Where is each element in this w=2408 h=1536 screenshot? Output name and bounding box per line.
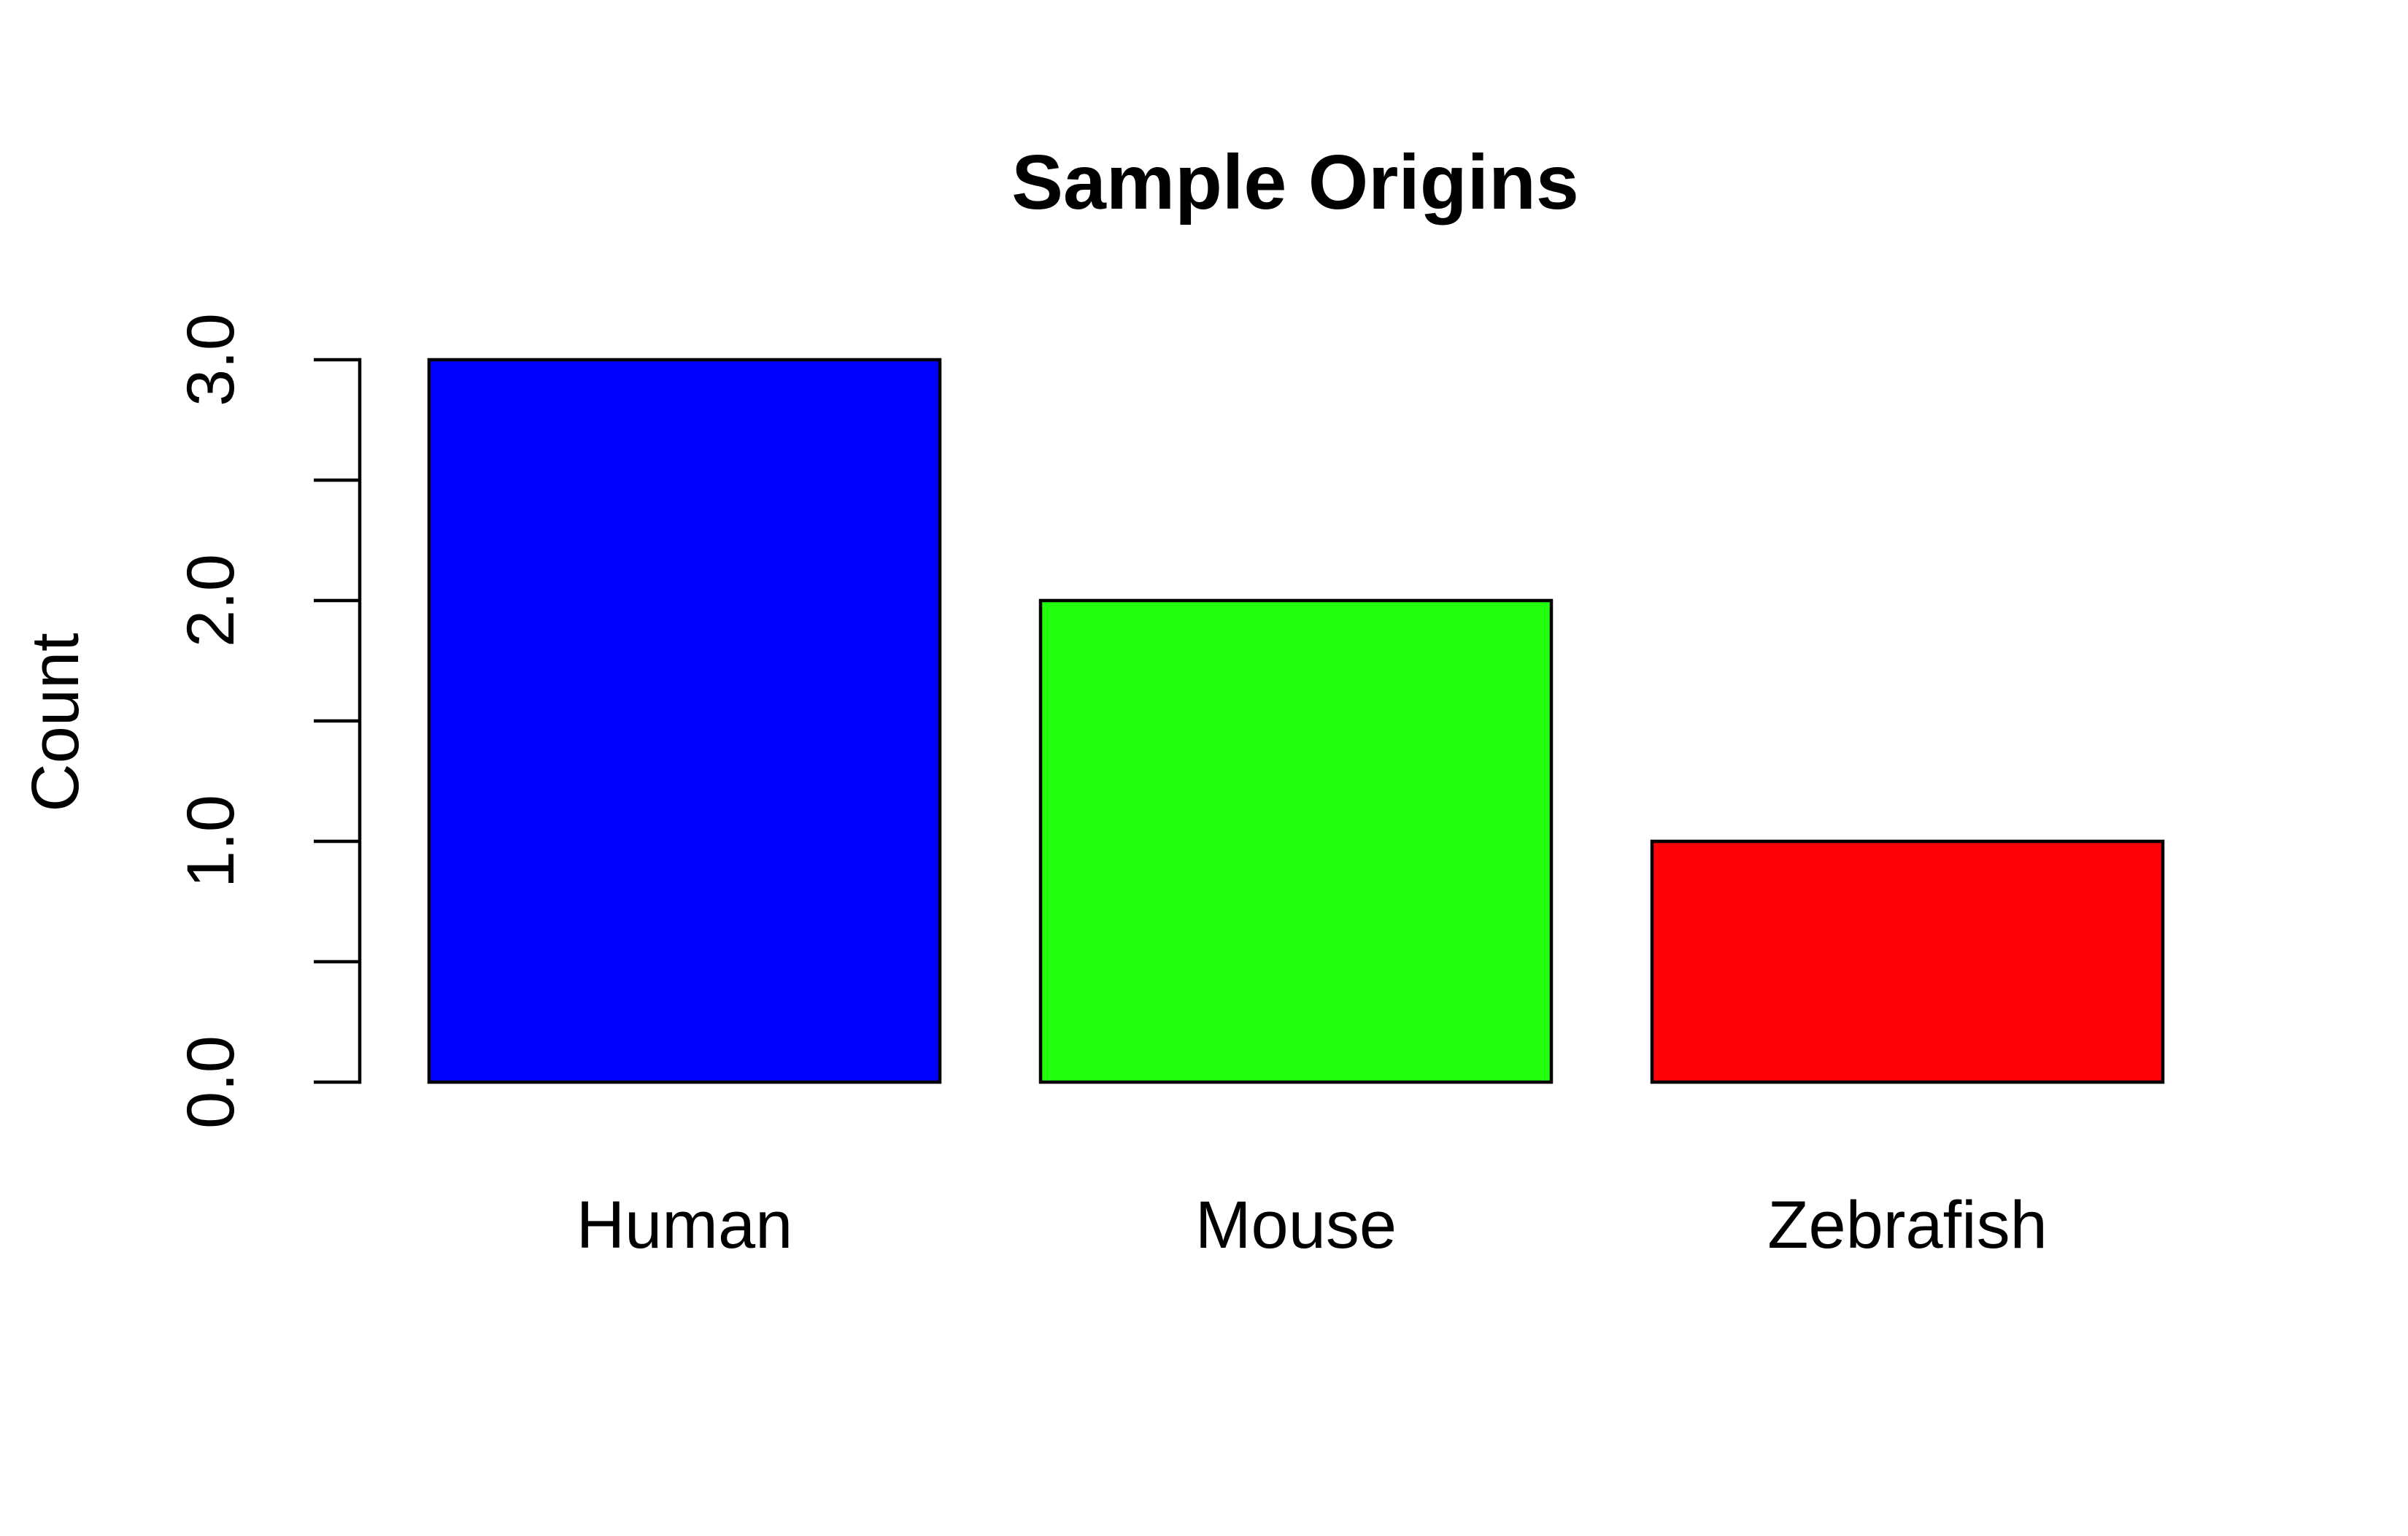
x-category-label-mouse: Mouse xyxy=(1195,1188,1397,1262)
bar-mouse xyxy=(1038,598,1554,1084)
y-tick-label: 1.0 xyxy=(174,795,248,888)
bar-human xyxy=(427,358,942,1084)
y-tick-label: 2.0 xyxy=(174,554,248,647)
x-category-label-zebrafish: Zebrafish xyxy=(1767,1188,2048,1262)
x-axis-labels: Human Mouse Zebrafish xyxy=(576,1188,2048,1262)
y-axis: 0.0 1.0 2.0 3.0 xyxy=(174,313,362,1129)
chart-title: Sample Origins xyxy=(1011,139,1579,225)
y-axis-label: Count xyxy=(18,633,93,812)
x-category-label-human: Human xyxy=(576,1188,793,1262)
y-tick-label: 0.0 xyxy=(174,1035,248,1129)
bar-zebrafish xyxy=(1650,839,2165,1084)
y-tick-label: 3.0 xyxy=(174,313,248,406)
bars-group xyxy=(427,358,2165,1084)
